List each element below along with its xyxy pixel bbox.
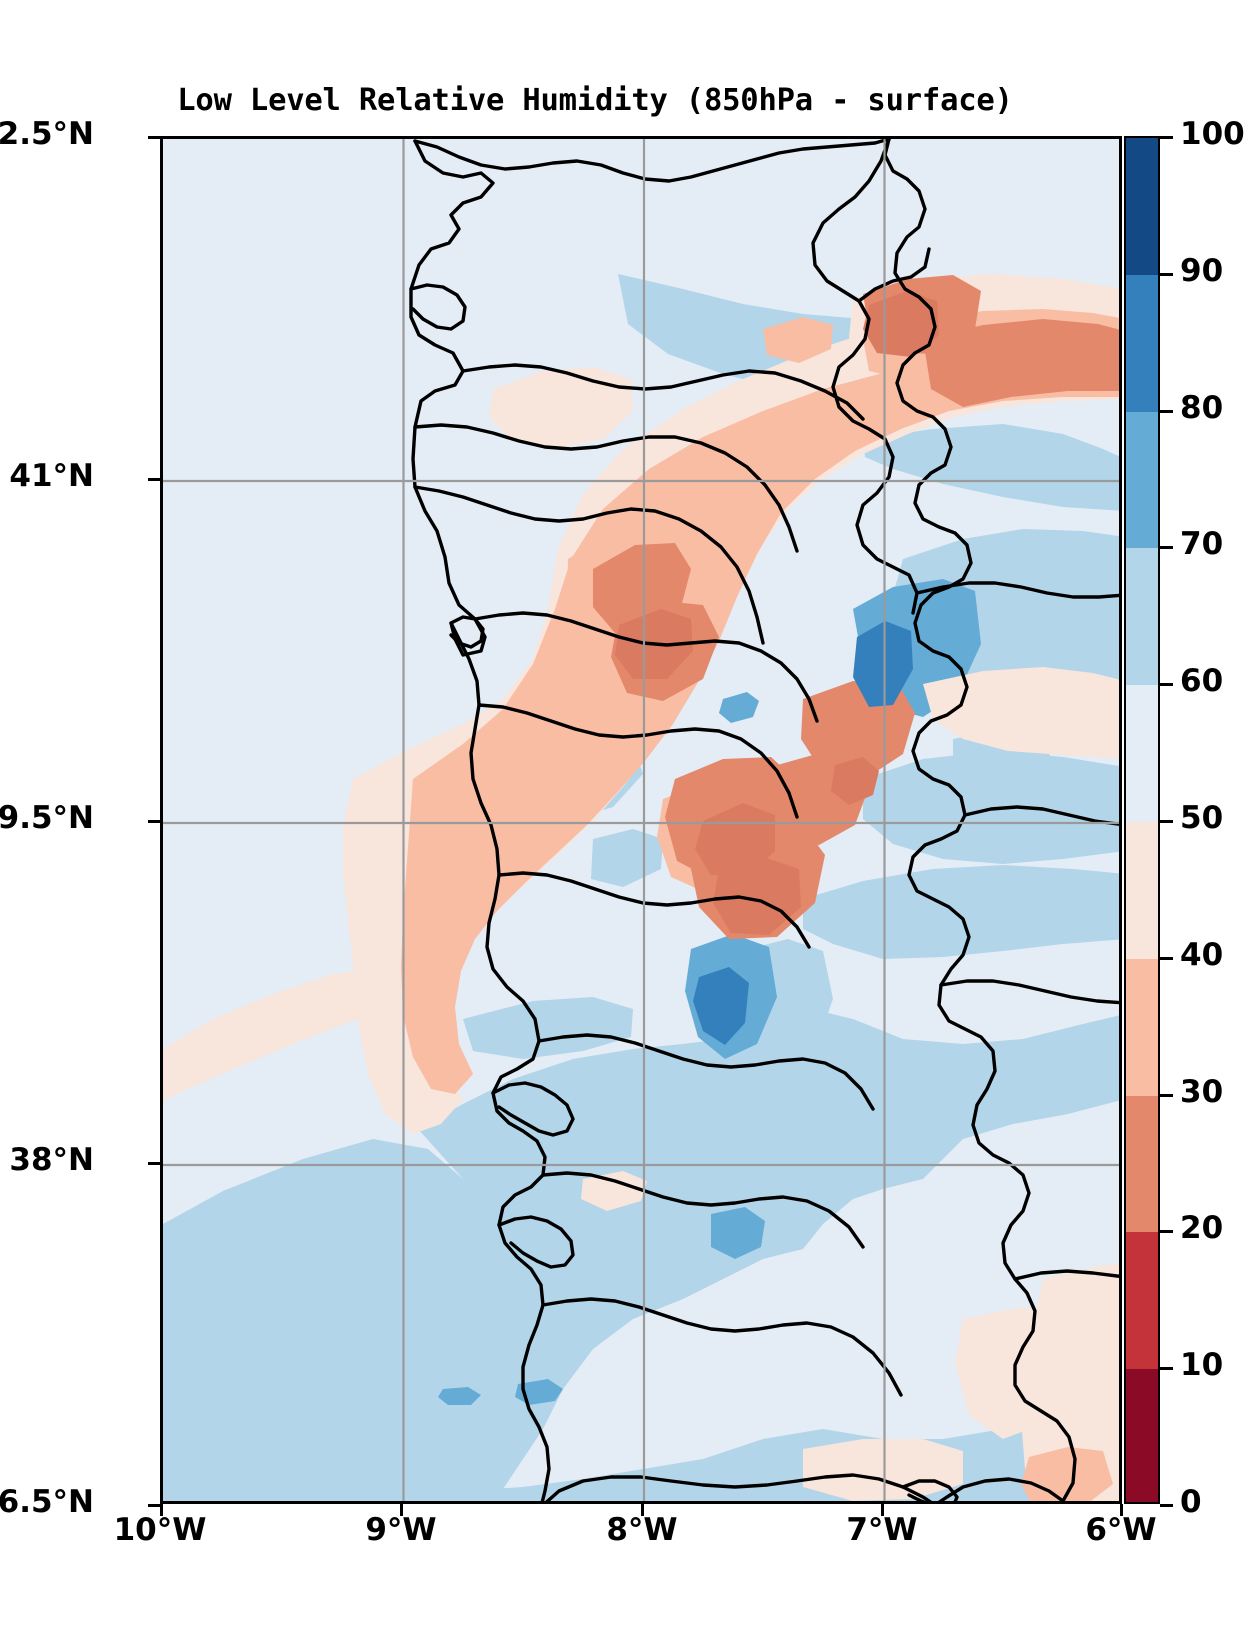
colorbar-band-10-20 bbox=[1126, 1232, 1158, 1370]
colorbar-band-60-70 bbox=[1126, 548, 1158, 686]
cbtick-mark-10 bbox=[1160, 1367, 1173, 1371]
cbtick-mark-80 bbox=[1160, 409, 1173, 413]
cbtick-mark-30 bbox=[1160, 1093, 1173, 1097]
cbtick-mark-40 bbox=[1160, 956, 1173, 960]
humidity-band-20-30-core bbox=[615, 291, 939, 935]
xtick-label-6w: 6°W bbox=[1085, 1512, 1157, 1548]
cbtick-label-30: 30 bbox=[1180, 1073, 1224, 1110]
cbtick-mark-70 bbox=[1160, 546, 1173, 550]
xtick-mark-6w bbox=[1120, 1504, 1123, 1516]
cbtick-mark-60 bbox=[1160, 683, 1173, 687]
title-line-variable: Low Level Relative Humidity (850hPa - su… bbox=[177, 83, 1013, 118]
xtick-mark-8w bbox=[641, 1504, 644, 1516]
ytick-mark-36-5 bbox=[148, 1504, 160, 1507]
ytick-mark-42-5 bbox=[148, 136, 160, 139]
xtick-mark-7w bbox=[881, 1504, 884, 1516]
humidity-contour-map bbox=[163, 139, 1119, 1501]
xtick-label-10w: 10°W bbox=[113, 1512, 207, 1548]
cbtick-label-0: 0 bbox=[1180, 1484, 1202, 1520]
ytick-label-36-5: 36.5°N bbox=[0, 1484, 94, 1520]
map-plot-area bbox=[160, 136, 1122, 1504]
humidity-band-80-90 bbox=[693, 621, 913, 1045]
xtick-label-8w: 8°W bbox=[606, 1512, 678, 1548]
cbtick-label-20: 20 bbox=[1180, 1210, 1224, 1247]
cbtick-mark-100 bbox=[1160, 136, 1173, 139]
xtick-label-9w: 9°W bbox=[365, 1512, 437, 1548]
colorbar-band-30-40 bbox=[1126, 958, 1158, 1096]
humidity-colorbar bbox=[1124, 136, 1160, 1504]
ytick-label-38: 38°N bbox=[9, 1142, 94, 1178]
colorbar-band-70-80 bbox=[1126, 411, 1158, 549]
cbtick-mark-90 bbox=[1160, 272, 1173, 276]
cbtick-label-10: 10 bbox=[1180, 1347, 1224, 1384]
xtick-mark-9w bbox=[400, 1504, 403, 1516]
map-gridlines bbox=[163, 139, 1119, 1501]
xtick-label-7w: 7°W bbox=[846, 1512, 918, 1548]
cbtick-label-60: 60 bbox=[1180, 663, 1224, 700]
ytick-mark-41 bbox=[148, 478, 160, 481]
ytick-mark-39-5 bbox=[148, 820, 160, 823]
cbtick-label-80: 80 bbox=[1180, 389, 1224, 426]
ytick-mark-38 bbox=[148, 1162, 160, 1165]
cbtick-label-40: 40 bbox=[1180, 936, 1224, 973]
map-borders bbox=[409, 139, 1119, 1501]
cbtick-mark-50 bbox=[1160, 820, 1173, 823]
colorbar-band-0-10 bbox=[1126, 1369, 1158, 1502]
ytick-label-41: 41°N bbox=[9, 458, 94, 494]
cbtick-label-90: 90 bbox=[1180, 252, 1224, 289]
cbtick-label-100: 100 bbox=[1180, 116, 1245, 152]
cbtick-mark-20 bbox=[1160, 1230, 1173, 1234]
colorbar-band-50-60 bbox=[1126, 685, 1158, 822]
colorbar-band-80-90 bbox=[1126, 274, 1158, 412]
xtick-mark-10w bbox=[160, 1504, 163, 1516]
colorbar-band-40-50 bbox=[1126, 821, 1158, 959]
colorbar-band-90-100 bbox=[1126, 138, 1158, 275]
cbtick-label-50: 50 bbox=[1180, 800, 1224, 836]
cbtick-mark-0 bbox=[1160, 1504, 1173, 1507]
colorbar-band-20-30 bbox=[1126, 1095, 1158, 1233]
cbtick-label-70: 70 bbox=[1180, 526, 1224, 563]
ytick-label-39-5: 39.5°N bbox=[0, 800, 94, 836]
ytick-label-42-5: 42.5°N bbox=[0, 116, 94, 152]
